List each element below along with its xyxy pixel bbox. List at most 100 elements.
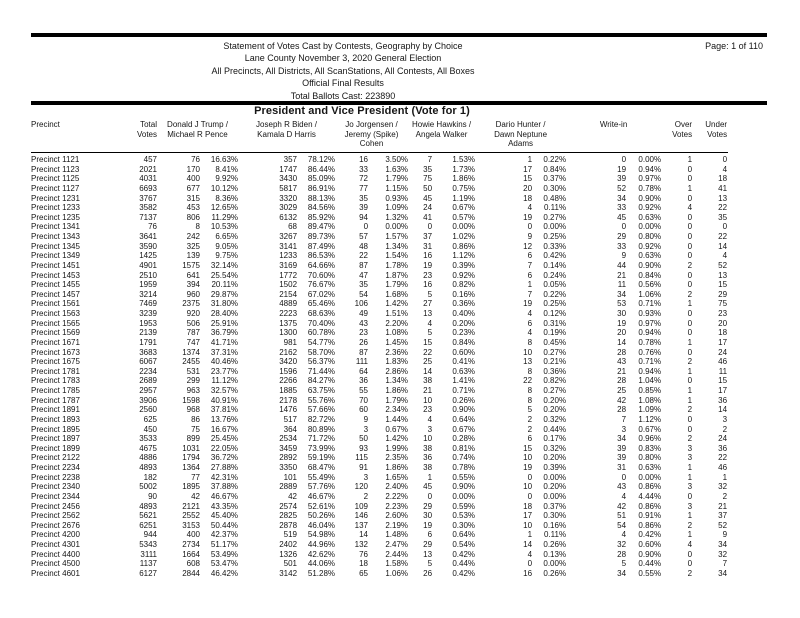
- cell-hunter-pct: 0.44%: [543, 424, 567, 434]
- cell-write-in-pct: 0.90%: [638, 193, 662, 203]
- cell-biden-votes: 3420: [279, 357, 298, 367]
- cell-hunter-votes: 6: [527, 434, 533, 444]
- cell-hawkins-votes: 0: [427, 222, 433, 232]
- cell-write-in-pct: 1.12%: [638, 414, 662, 424]
- cell-precinct: Precinct 1235: [31, 212, 80, 222]
- cell-biden-pct: 71.44%: [307, 366, 336, 376]
- cell-under-votes: 18: [718, 174, 728, 184]
- cell-hawkins-pct: 1.86%: [452, 174, 476, 184]
- cell-hawkins-votes: 0: [427, 491, 433, 501]
- cell-trump-pct: 40.91%: [210, 395, 239, 405]
- cell-biden-votes: 501: [283, 559, 298, 569]
- cell-trump-pct: 31.80%: [210, 299, 239, 309]
- table-row: Precinct 1235 7137 806 11.29% 6132 85.92% 94 1.…: [31, 213, 727, 223]
- cell-write-in-pct: 0.91%: [638, 511, 662, 521]
- column-header-precinct: Precinct: [31, 120, 60, 129]
- cell-total-votes: 7137: [139, 212, 157, 222]
- cell-hunter-votes: 2: [527, 424, 533, 434]
- cell-precinct: Precinct 1899: [31, 443, 80, 453]
- cell-hunter-votes: 1: [527, 530, 533, 540]
- cell-jorgensen-votes: 77: [359, 183, 369, 193]
- cell-jorgensen-pct: 1.54%: [385, 251, 409, 261]
- cell-hunter-pct: 0.12%: [543, 309, 567, 318]
- cell-hawkins-pct: 0.00%: [452, 222, 476, 232]
- cell-biden-votes: 517: [283, 414, 298, 424]
- cell-biden-votes: 1233: [279, 251, 298, 261]
- cell-hawkins-pct: 0.71%: [452, 386, 476, 395]
- cell-write-in-votes: 43: [617, 357, 627, 367]
- cell-hunter-votes: 8: [527, 386, 533, 395]
- cell-write-in-pct: 1.08%: [638, 395, 662, 405]
- cell-write-in-votes: 9: [621, 251, 627, 261]
- cell-jorgensen-votes: 115: [355, 453, 369, 463]
- cell-jorgensen-pct: 1.08%: [385, 328, 409, 338]
- table-row: Precinct 1781 2234 531 23.77% 1596 71.44% 64 2.…: [31, 367, 727, 377]
- cell-jorgensen-votes: 87: [359, 347, 369, 357]
- cell-under-votes: 75: [718, 299, 728, 309]
- table-row: Precinct 1897 3533 899 25.45% 2534 71.72% 50 1.…: [31, 434, 727, 444]
- cell-jorgensen-votes: 146: [354, 511, 369, 521]
- cell-hawkins-pct: 0.20%: [452, 318, 476, 328]
- cell-over-votes: 0: [687, 232, 693, 241]
- results-table: Precinct Total Votes Donald J Trump / Mi…: [31, 120, 727, 579]
- cell-over-votes: 0: [687, 193, 693, 203]
- cell-precinct: Precinct 1451: [31, 260, 80, 270]
- cell-biden-pct: 44.06%: [307, 559, 336, 569]
- cell-jorgensen-votes: 65: [359, 568, 369, 578]
- cell-under-votes: 4: [722, 251, 728, 261]
- cell-precinct: Precinct 1675: [31, 357, 80, 367]
- cell-over-votes: 0: [687, 376, 693, 386]
- cell-write-in-votes: 4: [621, 530, 627, 540]
- cell-trump-pct: 37.31%: [210, 347, 239, 357]
- cell-write-in-votes: 7: [621, 414, 627, 424]
- cell-hunter-pct: 0.26%: [543, 568, 567, 578]
- cell-trump-pct: 16.67%: [210, 424, 239, 434]
- cell-under-votes: 17: [718, 337, 728, 347]
- cell-biden-pct: 65.46%: [307, 299, 336, 309]
- cell-hunter-votes: 9: [527, 232, 533, 241]
- cell-trump-pct: 9.75%: [215, 251, 239, 261]
- cell-write-in-pct: 0.86%: [638, 501, 662, 511]
- cell-precinct: Precinct 1121: [31, 155, 80, 164]
- cell-hawkins-votes: 5: [427, 289, 433, 299]
- cell-under-votes: 46: [718, 357, 728, 367]
- cell-trump-votes: 453: [186, 203, 200, 213]
- cell-hawkins-pct: 0.64%: [452, 414, 476, 424]
- cell-write-in-pct: 0.90%: [638, 549, 662, 559]
- cell-write-in-votes: 28: [617, 347, 627, 357]
- cell-over-votes: 2: [687, 260, 693, 270]
- cell-biden-pct: 89.47%: [307, 222, 336, 232]
- table-row: Precinct 2562 5621 2552 45.40% 2825 50.26% 146…: [31, 511, 727, 521]
- cell-jorgensen-votes: 33: [359, 164, 369, 174]
- cell-biden-pct: 51.28%: [307, 568, 336, 578]
- cell-hunter-votes: 17: [523, 164, 533, 174]
- cell-biden-votes: 5817: [279, 183, 298, 193]
- cell-hunter-pct: 0.48%: [543, 193, 567, 203]
- cell-over-votes: 2: [687, 568, 693, 578]
- cell-over-votes: 0: [687, 309, 693, 318]
- cell-biden-votes: 1476: [279, 405, 298, 415]
- cell-biden-votes: 2825: [279, 511, 298, 521]
- cell-under-votes: 35: [718, 212, 728, 222]
- cell-trump-votes: 1364: [182, 463, 200, 472]
- cell-jorgensen-votes: 2: [363, 491, 369, 501]
- cell-biden-pct: 84.27%: [307, 376, 336, 386]
- cell-hawkins-votes: 30: [423, 511, 433, 521]
- cell-hunter-votes: 10: [523, 482, 533, 492]
- cell-trump-pct: 53.49%: [210, 549, 239, 559]
- cell-hawkins-pct: 0.92%: [452, 270, 476, 280]
- cell-total-votes: 3214: [139, 289, 157, 299]
- cell-biden-votes: 519: [283, 530, 298, 540]
- cell-biden-pct: 76.67%: [307, 280, 336, 290]
- cell-precinct: Precinct 1785: [31, 386, 80, 395]
- cell-trump-pct: 9.05%: [215, 241, 239, 251]
- cell-jorgensen-pct: 1.79%: [385, 174, 409, 184]
- cell-jorgensen-pct: 2.22%: [385, 491, 409, 501]
- cell-jorgensen-pct: 1.51%: [385, 309, 409, 318]
- cell-hunter-votes: 6: [527, 251, 533, 261]
- cell-hunter-pct: 0.00%: [543, 559, 567, 569]
- cell-trump-pct: 42.31%: [210, 472, 239, 482]
- cell-hunter-pct: 0.22%: [543, 155, 567, 164]
- cell-over-votes: 2: [687, 405, 693, 415]
- cell-hawkins-votes: 13: [423, 309, 433, 318]
